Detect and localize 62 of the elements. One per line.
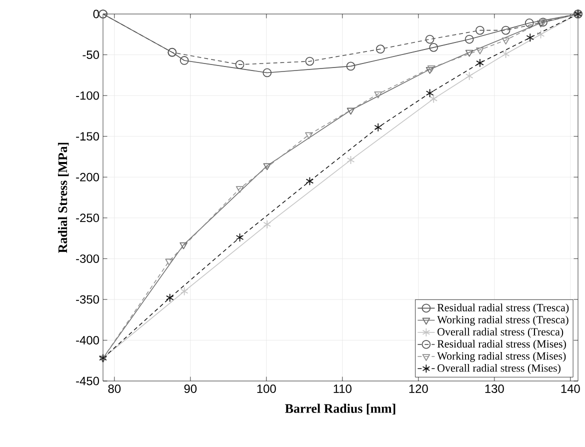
y-tick-label: -400 xyxy=(76,336,100,344)
y-tick-label: -450 xyxy=(76,376,100,386)
point xyxy=(236,233,244,242)
point xyxy=(524,18,534,28)
point xyxy=(263,220,272,229)
x-tick-label: 80 xyxy=(108,384,121,393)
point xyxy=(235,60,244,69)
point xyxy=(374,91,382,98)
y-tick-label: -200 xyxy=(76,172,100,182)
x-tick-label: 100 xyxy=(257,384,276,393)
y-axis-title: Radial Stress [MPa] xyxy=(58,142,69,253)
point xyxy=(465,72,474,80)
point xyxy=(536,30,545,39)
legend-label: Working radial stress (Mises) xyxy=(437,352,566,362)
point xyxy=(305,56,314,66)
point xyxy=(429,43,438,52)
legend-label: Working radial stress (Tresca) xyxy=(437,316,568,326)
point xyxy=(526,33,534,42)
y-tick-label: -100 xyxy=(76,91,100,100)
point xyxy=(536,20,545,28)
y-tick-label: -50 xyxy=(82,50,100,59)
point xyxy=(165,258,174,266)
point xyxy=(476,47,484,54)
x-tick-label: 140 xyxy=(561,384,580,393)
point xyxy=(376,44,385,54)
y-tick-label: -350 xyxy=(76,295,100,304)
point xyxy=(346,156,355,164)
point xyxy=(501,26,510,35)
y-tick-label: -150 xyxy=(76,132,100,141)
x-tick-label: 110 xyxy=(334,384,352,393)
point xyxy=(305,132,313,140)
point xyxy=(346,62,356,71)
point xyxy=(426,88,434,98)
point xyxy=(346,108,355,115)
y-tick-label: -250 xyxy=(76,214,100,222)
point xyxy=(502,50,510,58)
legend-label: Residual radial stress (Tresca) xyxy=(437,304,569,314)
point xyxy=(502,38,510,45)
legend-label: Residual radial stress (Mises) xyxy=(437,340,566,350)
point xyxy=(262,68,272,78)
point xyxy=(306,176,314,186)
x-tick-label: 130 xyxy=(485,384,504,393)
point xyxy=(180,56,189,65)
point xyxy=(263,163,272,170)
point xyxy=(236,186,244,193)
point xyxy=(180,286,188,296)
point xyxy=(180,242,188,250)
legend-label: Overall radial stress (Tresca) xyxy=(438,328,564,338)
point xyxy=(465,50,474,57)
point xyxy=(166,293,174,302)
x-axis-title: Barrel Radius [mm] xyxy=(285,404,396,415)
point xyxy=(464,34,474,44)
x-tick-label: 120 xyxy=(409,384,428,393)
y-tick-label: -300 xyxy=(76,254,100,263)
y-tick-label: 0 xyxy=(93,10,100,18)
point xyxy=(476,26,484,35)
point xyxy=(476,58,484,68)
point xyxy=(374,122,382,132)
legend-label: Overall radial stress (Mises) xyxy=(438,364,560,374)
x-tick-label: 90 xyxy=(184,384,197,393)
point xyxy=(425,34,434,44)
point xyxy=(430,94,438,104)
